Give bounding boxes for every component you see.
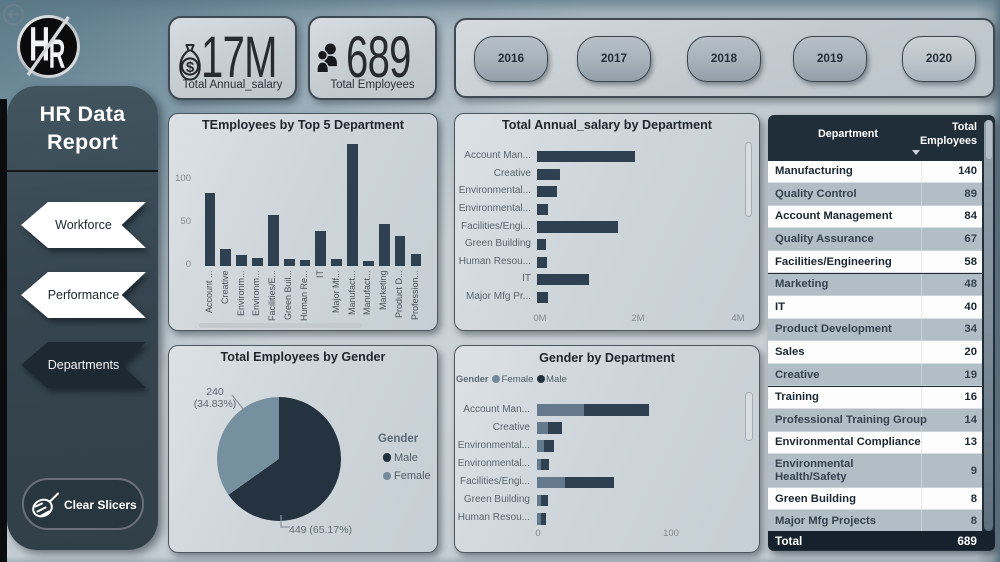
svg-text:$: $ [186,59,195,76]
svg-text:R: R [49,32,66,78]
svg-text:H: H [29,18,50,71]
